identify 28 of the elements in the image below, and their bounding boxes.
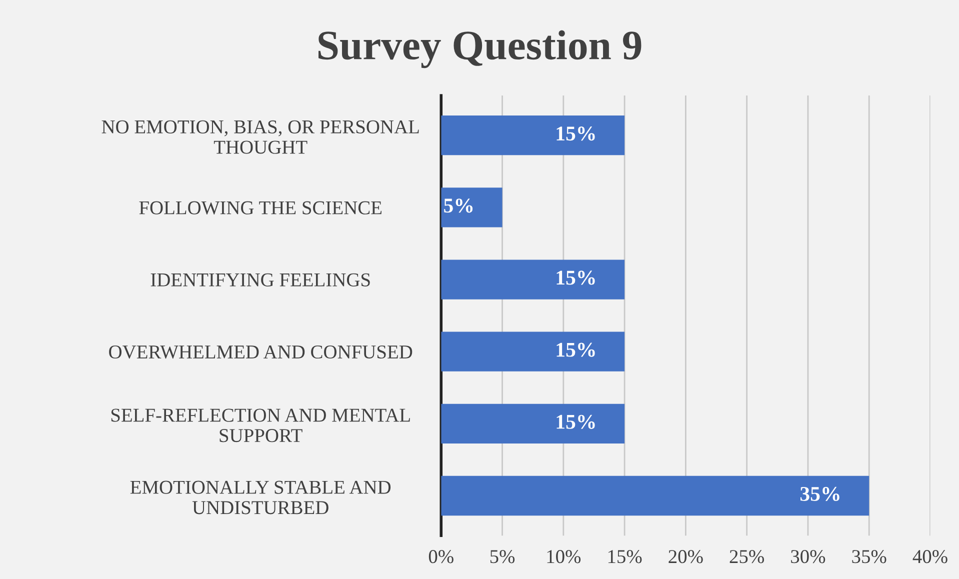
data-label: 5% (444, 198, 473, 213)
x-tick-label: 15% (608, 550, 642, 564)
bar (441, 404, 625, 444)
y-tick-label: IDENTIFYING FEELINGS (150, 273, 370, 286)
x-tick-label: 5% (490, 550, 515, 564)
bar (441, 188, 502, 228)
data-label: 15% (556, 342, 595, 357)
x-tick-label: 0% (428, 550, 454, 564)
data-label: 15% (556, 126, 595, 141)
data-label: 15% (556, 270, 595, 285)
bar (441, 116, 625, 156)
x-tick-label: 35% (852, 550, 886, 564)
bar (441, 476, 870, 516)
data-label: 15% (556, 414, 595, 429)
y-tick-label: EMOTIONALLY STABLE AND UNDISTURBED (130, 480, 391, 514)
y-tick-label: NO EMOTION, BIAS, OR PERSONAL THOUGHT (102, 120, 419, 154)
x-tick-label: 40% (912, 550, 948, 564)
x-tick-label: 10% (547, 550, 581, 564)
chart-title: Survey Question 9 (318, 30, 642, 68)
y-tick-label: FOLLOWING THE SCIENCE (139, 201, 382, 214)
x-tick-label: 25% (730, 550, 764, 564)
bar (441, 260, 625, 300)
data-label: 35% (800, 486, 840, 502)
y-tick-label: OVERWHELMED AND CONFUSED (109, 345, 412, 359)
x-tick-label: 30% (791, 550, 826, 564)
bar (441, 332, 625, 372)
x-tick-label: 20% (668, 550, 703, 564)
y-tick-label: SELF-REFLECTION AND MENTAL SUPPORT (111, 408, 410, 442)
